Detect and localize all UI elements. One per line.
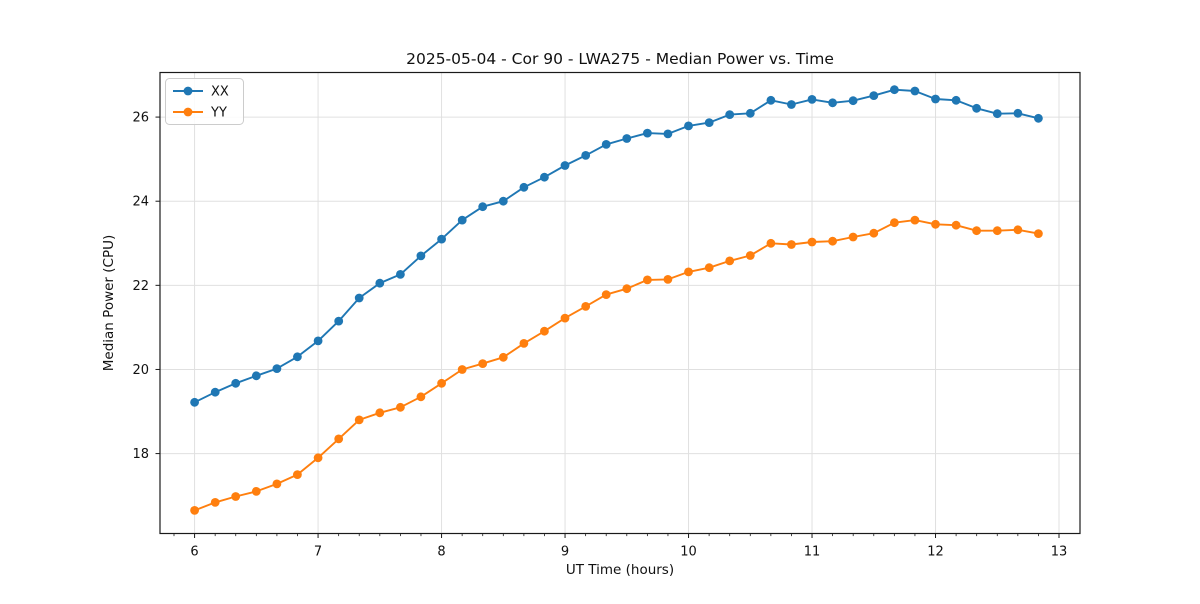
svg-text:7: 7: [314, 545, 322, 560]
legend-box: [165, 78, 244, 125]
series-XX-markers: [190, 85, 1043, 407]
series-YY-markers: [190, 215, 1043, 515]
svg-text:18: 18: [132, 447, 149, 462]
svg-text:20: 20: [132, 363, 149, 378]
grid: [160, 72, 1080, 534]
legend-entry-xx: XX: [173, 85, 229, 100]
x-axis-label: UT Time (hours): [566, 562, 674, 578]
x-minor-ticks: [173, 533, 1039, 537]
x-tick-labels: 6 7 8 9 10 11 12 13: [190, 545, 1067, 560]
svg-text:26: 26: [132, 111, 149, 126]
svg-text:8: 8: [437, 545, 445, 560]
series-XX-line: [194, 88, 1039, 404]
svg-text:22: 22: [132, 279, 149, 294]
legend-label-yy: YY: [210, 106, 227, 121]
series-YY-line: [194, 219, 1039, 512]
y-axis-label: Median Power (CPU): [101, 235, 117, 371]
plot-area: 6 7 8 9 10 11 12 13 18 20 22 24 26: [132, 71, 1081, 560]
svg-text:10: 10: [680, 545, 697, 560]
svg-text:24: 24: [132, 195, 149, 210]
legend-entry-yy: YY: [173, 106, 227, 121]
svg-text:9: 9: [561, 545, 569, 560]
svg-text:12: 12: [927, 545, 944, 560]
legend-marker-yy-icon: [183, 107, 193, 117]
plot-frame: [159, 71, 1081, 535]
legend: XX YY: [165, 78, 244, 125]
chart-title: 2025-05-04 - Cor 90 - LWA275 - Median Po…: [406, 50, 834, 68]
legend-label-xx: XX: [211, 85, 229, 100]
x-ticks: [194, 533, 1060, 538]
y-tick-labels: 18 20 22 24 26: [132, 111, 149, 462]
svg-text:11: 11: [804, 545, 821, 560]
legend-marker-xx-icon: [183, 86, 193, 96]
svg-text:6: 6: [190, 545, 198, 560]
svg-text:13: 13: [1051, 545, 1068, 560]
y-ticks: [155, 116, 160, 455]
